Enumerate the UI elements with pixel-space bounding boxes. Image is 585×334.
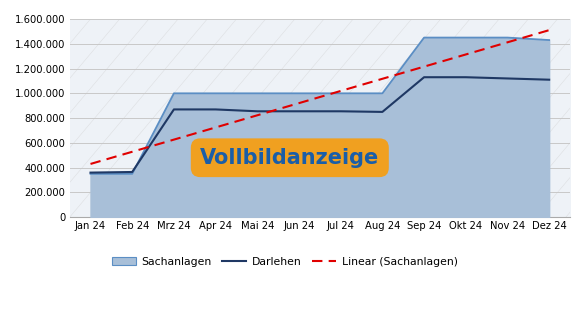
Legend: Sachanlagen, Darlehen, Linear (Sachanlagen): Sachanlagen, Darlehen, Linear (Sachanlag… (108, 253, 462, 271)
Text: Vollbildanzeige: Vollbildanzeige (200, 148, 380, 168)
